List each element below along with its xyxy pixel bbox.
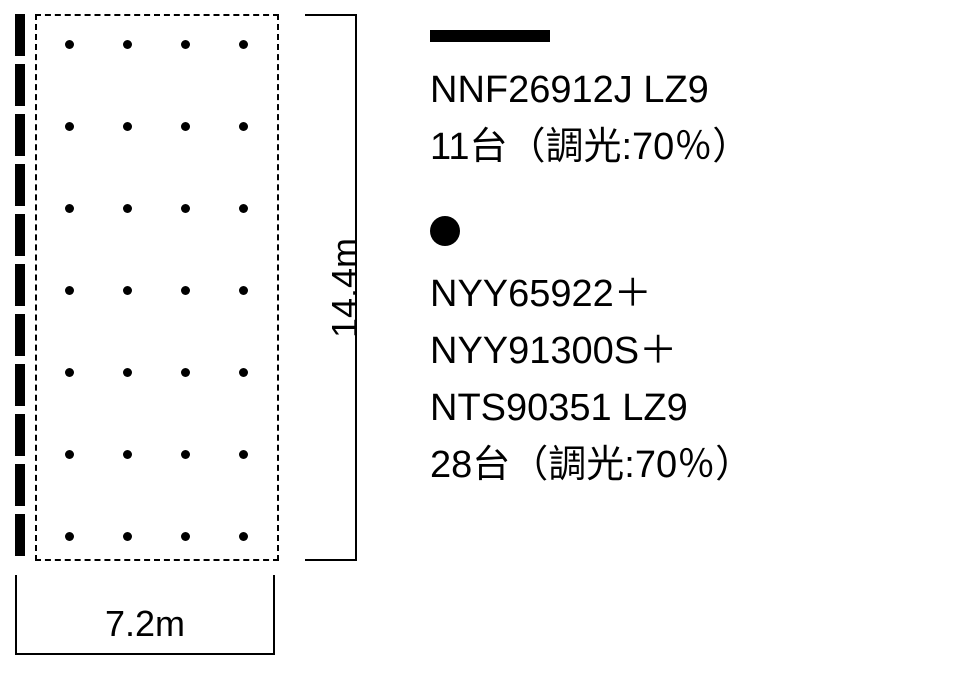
downlight-dot: [239, 204, 248, 213]
downlight-dot: [65, 368, 74, 377]
linear-fixture: [15, 514, 25, 556]
dim-tick: [305, 559, 357, 561]
dimension-width: 7.2m: [15, 575, 275, 655]
legend-line: NNF26912J LZ9: [430, 62, 753, 119]
legend-line: 28台（調光:70％）: [430, 437, 753, 494]
linear-fixture: [15, 264, 25, 306]
linear-fixture: [15, 364, 25, 406]
dimension-height-label: 14.4m: [324, 237, 366, 337]
floor-plan: [15, 10, 285, 570]
legend-line: NYY91300S＋: [430, 323, 753, 380]
linear-fixture: [15, 114, 25, 156]
legend: NNF26912J LZ9 11台（調光:70％） NYY65922＋ NYY9…: [430, 10, 753, 670]
downlight-dot: [181, 286, 190, 295]
downlight-dot: [239, 368, 248, 377]
downlight-dot: [65, 532, 74, 541]
downlight-dot: [239, 450, 248, 459]
downlight-dot: [239, 40, 248, 49]
downlight-dot: [239, 122, 248, 131]
downlight-dot: [239, 286, 248, 295]
dim-tick: [273, 575, 275, 655]
downlight-dot: [181, 122, 190, 131]
dot-icon: [430, 216, 460, 246]
dimension-width-label: 7.2m: [105, 603, 185, 645]
linear-fixture: [15, 14, 25, 56]
downlight-dot: [123, 532, 132, 541]
downlight-dot: [65, 204, 74, 213]
dim-line: [15, 653, 275, 655]
downlight-dot: [123, 450, 132, 459]
downlight-dot: [181, 450, 190, 459]
legend-entry-linear: NNF26912J LZ9 11台（調光:70％）: [430, 30, 753, 176]
downlight-dot: [181, 204, 190, 213]
legend-text: NNF26912J LZ9 11台（調光:70％）: [430, 62, 753, 176]
linear-fixture: [15, 164, 25, 206]
legend-line: NTS90351 LZ9: [430, 380, 753, 437]
downlight-dot: [65, 286, 74, 295]
downlight-dot: [181, 368, 190, 377]
linear-fixture: [15, 414, 25, 456]
downlight-dot: [123, 368, 132, 377]
downlight-dot: [65, 40, 74, 49]
linear-fixture: [15, 464, 25, 506]
figure-container: 14.4m 7.2m NNF26912J LZ9 11台（調光:70％） NYY…: [0, 0, 959, 680]
downlight-dot: [239, 532, 248, 541]
downlight-dot: [65, 122, 74, 131]
dim-tick: [15, 575, 17, 655]
downlight-dot: [181, 40, 190, 49]
downlight-dot: [123, 204, 132, 213]
linear-fixture: [15, 64, 25, 106]
downlight-dot: [123, 122, 132, 131]
linear-fixture: [15, 214, 25, 256]
linear-fixture: [15, 314, 25, 356]
legend-entry-downlight: NYY65922＋ NYY91300S＋ NTS90351 LZ9 28台（調光…: [430, 216, 753, 494]
downlight-dot: [65, 450, 74, 459]
diagram-panel: 14.4m 7.2m: [10, 10, 380, 670]
bar-icon: [430, 30, 550, 42]
downlight-dot: [123, 286, 132, 295]
downlight-dot: [123, 40, 132, 49]
dim-tick: [305, 14, 357, 16]
legend-text: NYY65922＋ NYY91300S＋ NTS90351 LZ9 28台（調光…: [430, 266, 753, 494]
legend-line: 11台（調光:70％）: [430, 119, 753, 176]
downlight-dot: [181, 532, 190, 541]
legend-line: NYY65922＋: [430, 266, 753, 323]
